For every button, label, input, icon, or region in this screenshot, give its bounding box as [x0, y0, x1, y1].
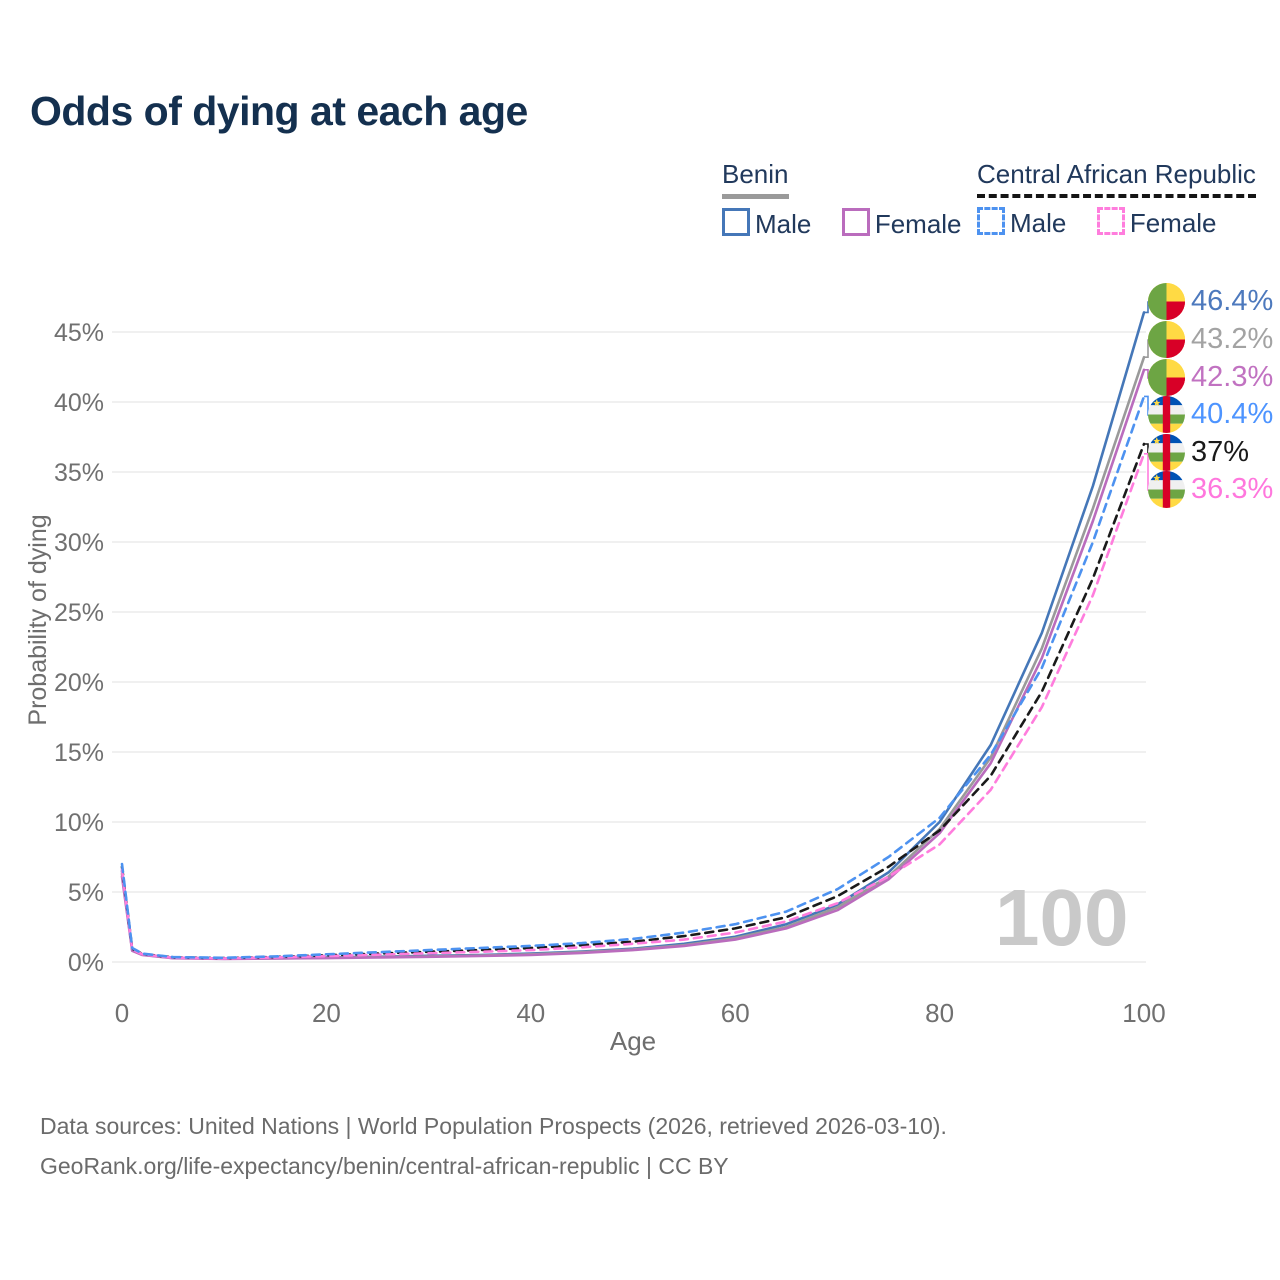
legend-item-label: Female: [874, 208, 962, 239]
y-tick-label: 0%: [68, 949, 104, 977]
series-line-central-african-republic-female[interactable]: [120, 452, 1146, 960]
y-tick-label: 5%: [68, 879, 104, 907]
legend-group-car: Central African Republic Male Female: [977, 160, 1256, 239]
benin-female-swatch-icon: [841, 207, 870, 236]
legend-benin-title: Benin: [722, 160, 789, 199]
legend-group-benin: Benin Male Female: [722, 160, 988, 240]
y-tick-label: 10%: [54, 809, 104, 837]
legend-item-car-female[interactable]: Female: [1096, 206, 1217, 239]
series-line-benin-male[interactable]: [120, 311, 1146, 960]
benin-male-swatch-icon: [722, 207, 750, 236]
y-tick-label: 20%: [54, 669, 104, 697]
footer-url: GeoRank.org/life-expectancy/benin/centra…: [40, 1153, 729, 1180]
y-tick-label: 25%: [54, 599, 104, 627]
y-tick-label: 35%: [54, 459, 104, 487]
series-line-benin-both-sexes[interactable]: [120, 355, 1146, 960]
legend: Benin Male Female Central African Republ…: [0, 160, 1280, 250]
x-tick-label: 60: [721, 998, 750, 1028]
x-tick-label: 80: [925, 998, 954, 1028]
hover-age-watermark: 100: [995, 873, 1129, 962]
end-label-connector: [1144, 301, 1152, 314]
end-label-connector: [1144, 339, 1152, 358]
footer: Data sources: United Nations | World Pop…: [40, 1106, 947, 1187]
page-title: Odds of dying at each age: [30, 88, 528, 134]
end-label-connector: [1144, 443, 1152, 454]
series-line-benin-female[interactable]: [120, 368, 1146, 961]
x-tick-label: 40: [516, 998, 545, 1028]
y-tick-label: 15%: [54, 739, 104, 767]
legend-item-benin-male[interactable]: Male: [722, 207, 812, 240]
car-female-swatch-icon: [1096, 206, 1125, 235]
legend-item-label: Female: [1129, 207, 1217, 238]
end-label-connector: [1144, 395, 1152, 416]
series-line-central-african-republic-male[interactable]: [120, 395, 1146, 960]
y-axis-title: Probability of dying: [24, 514, 52, 725]
legend-item-car-male[interactable]: Male: [977, 206, 1067, 239]
y-tick-label: 45%: [54, 319, 104, 347]
x-tick-label: 20: [312, 998, 341, 1028]
y-tick-label: 40%: [54, 389, 104, 417]
footer-data-sources: Data sources: United Nations | World Pop…: [40, 1113, 947, 1139]
legend-item-benin-female[interactable]: Female: [841, 207, 962, 240]
series-line-central-african-republic-both-sexes[interactable]: [120, 442, 1146, 960]
x-tick-label: 0: [115, 998, 129, 1028]
legend-car-title: Central African Republic: [977, 160, 1256, 198]
y-tick-label: 30%: [54, 529, 104, 557]
x-axis-title: Age: [610, 1026, 656, 1056]
legend-item-label: Male: [755, 208, 812, 239]
car-male-swatch-icon: [977, 206, 1005, 235]
legend-item-label: Male: [1010, 207, 1067, 238]
end-label-connector: [1144, 369, 1152, 379]
x-tick-label: 100: [1122, 998, 1165, 1028]
